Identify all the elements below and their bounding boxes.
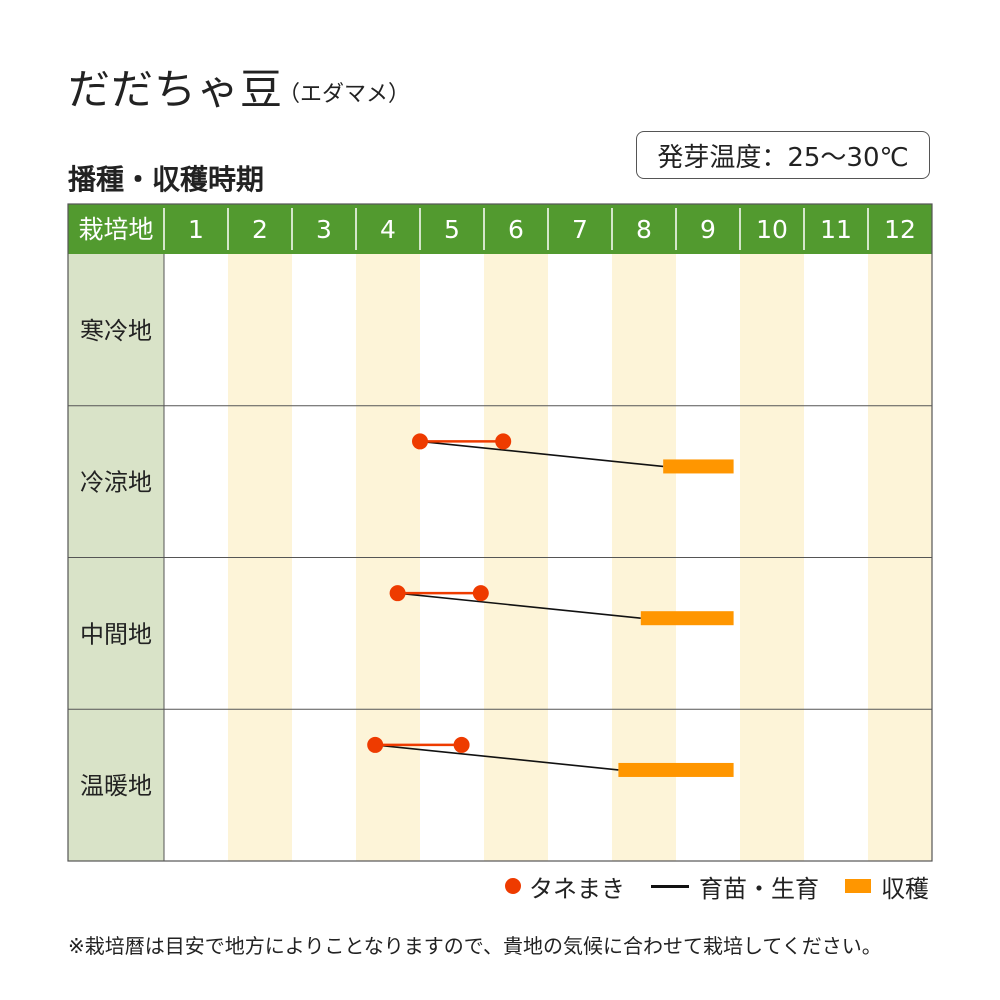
sowing-end-marker [453, 736, 470, 753]
growth-line [375, 744, 619, 771]
month-tick-label: 4 [380, 215, 396, 244]
legend-growth-label: 育苗・生育 [699, 874, 819, 903]
harvest-bar [618, 762, 734, 777]
legend-sowing: タネまき [505, 869, 625, 904]
region-label: 中間地 [80, 620, 152, 648]
sowing-end-marker [472, 585, 489, 602]
legend-harvest-label: 収穫 [881, 874, 929, 903]
month-tick-label: 9 [700, 215, 716, 244]
sowing-marker-icon [505, 878, 521, 894]
month-tick-label: 5 [444, 215, 460, 244]
legend-sowing-label: タネまき [529, 874, 625, 903]
header-region-label: 栽培地 [78, 215, 153, 244]
harvest-bar [640, 611, 734, 626]
germination-temp-badge: 発芽温度：25～30℃ [636, 131, 930, 179]
harvest-bar-icon [845, 879, 871, 893]
growth-line-icon [651, 884, 689, 888]
month-tick-label: 3 [316, 215, 332, 244]
sowing-start-marker [412, 433, 428, 450]
footnote: ※栽培暦は目安で地方によりことなりますので、貴地の気候に合わせて栽培してください… [68, 934, 882, 958]
month-tick-label: 7 [572, 215, 588, 244]
month-tick-label: 12 [884, 215, 916, 244]
region-label: 温暖地 [80, 772, 152, 800]
region-label: 冷涼地 [80, 469, 152, 497]
section-title: 播種・収穫時期 [68, 163, 265, 196]
month-tick-label: 2 [252, 215, 268, 244]
month-tick-label: 1 [188, 215, 204, 244]
legend-growth: 育苗・生育 [651, 869, 819, 904]
sowing-start-marker [367, 736, 384, 753]
month-tick-label: 10 [756, 215, 788, 244]
month-tick-label: 6 [508, 215, 524, 244]
region-label: 寒冷地 [80, 317, 152, 345]
month-tick-label: 11 [820, 215, 852, 244]
sowing-end-marker [495, 433, 512, 450]
growth-line [397, 592, 641, 619]
chart-header-background [68, 204, 932, 254]
growth-line [419, 440, 664, 468]
month-tick-label: 8 [636, 215, 652, 244]
legend: タネまき 育苗・生育 収穫 [505, 869, 929, 904]
harvest-bar [663, 459, 734, 474]
sowing-start-marker [389, 585, 406, 602]
page-title: だだちゃ豆 [68, 65, 284, 114]
legend-harvest: 収穫 [845, 869, 929, 904]
page-subtitle: （エダマメ） [278, 82, 411, 107]
chart-border [67, 203, 933, 862]
